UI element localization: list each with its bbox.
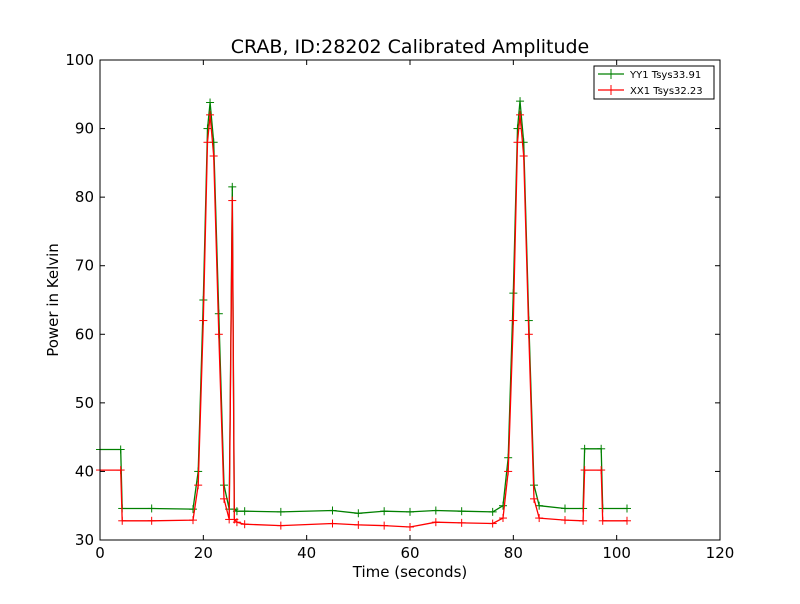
- data-point: [276, 507, 285, 516]
- data-point: [598, 516, 607, 525]
- x-axis-label: Time (seconds): [352, 563, 468, 581]
- data-point: [194, 481, 203, 490]
- data-point: [516, 97, 525, 106]
- data-point: [623, 504, 631, 513]
- data-point: [509, 316, 518, 325]
- series-line: [100, 114, 627, 528]
- data-point: [524, 330, 533, 339]
- data-point: [189, 505, 197, 514]
- data-point: [380, 521, 389, 530]
- x-tick-label: 120: [706, 544, 735, 562]
- data-point: [561, 516, 569, 525]
- data-point: [220, 494, 228, 503]
- data-point: [203, 124, 212, 133]
- data-point: [519, 152, 528, 160]
- data-point: [206, 110, 215, 119]
- x-tick-label: 20: [194, 544, 213, 562]
- data-point: [206, 98, 215, 107]
- data-point: [147, 504, 156, 513]
- data-point: [116, 466, 125, 475]
- data-point: [406, 507, 414, 516]
- data-point: [380, 507, 389, 516]
- y-tick-label: 80: [75, 188, 94, 206]
- data-point: [623, 516, 631, 525]
- data-point: [513, 124, 522, 133]
- series-layer: [96, 97, 631, 531]
- y-tick-label: 90: [75, 120, 94, 138]
- data-point: [228, 182, 237, 191]
- data-point: [530, 494, 538, 503]
- series-1: [96, 110, 631, 531]
- data-point: [276, 521, 285, 530]
- data-point: [228, 196, 237, 205]
- data-point: [240, 507, 249, 516]
- data-point: [240, 520, 249, 529]
- data-point: [457, 507, 466, 516]
- x-tick-label: 0: [95, 544, 105, 562]
- x-tick-label: 40: [297, 544, 316, 562]
- data-point: [504, 467, 513, 476]
- data-point: [406, 522, 414, 531]
- data-point: [431, 506, 440, 515]
- data-point: [354, 509, 363, 518]
- y-axis-label: Power in Kelvin: [44, 243, 62, 357]
- data-point: [203, 138, 212, 147]
- data-point: [580, 466, 589, 475]
- data-point: [214, 330, 223, 339]
- data-point: [580, 444, 589, 453]
- data-point: [513, 138, 522, 147]
- y-tick-label: 40: [75, 462, 94, 480]
- data-point: [561, 504, 569, 513]
- y-tick-label: 50: [75, 394, 94, 412]
- y-tick-label: 100: [65, 51, 94, 69]
- legend-box: [593, 65, 715, 100]
- x-tick-label: 100: [602, 544, 631, 562]
- x-tick-label: 60: [400, 544, 419, 562]
- data-point: [354, 520, 363, 529]
- series-0: [96, 97, 631, 518]
- data-point: [516, 110, 525, 119]
- data-point: [116, 445, 125, 454]
- data-point: [209, 152, 218, 160]
- legend-label-yy1: YY1 Tsys33.91: [629, 70, 701, 81]
- axes-frame: [99, 59, 721, 541]
- data-point: [328, 519, 337, 528]
- data-point: [488, 507, 497, 516]
- data-point: [535, 514, 544, 523]
- series-line: [100, 100, 627, 514]
- data-point: [431, 518, 440, 527]
- ticks-layer: 0 20 40 60 80 100 120 30 40 50 60 70 80 90 100: [65, 51, 734, 562]
- data-point: [118, 516, 127, 525]
- data-point: [328, 506, 337, 515]
- y-tick-label: 60: [75, 325, 94, 343]
- data-point: [579, 516, 588, 525]
- data-point: [189, 516, 197, 525]
- data-point: [488, 519, 497, 528]
- y-tick-label: 70: [75, 257, 94, 275]
- x-tick-label: 80: [504, 544, 523, 562]
- data-point: [457, 518, 466, 527]
- chart-title: CRAB, ID:28202 Calibrated Amplitude: [231, 36, 590, 58]
- data-point: [597, 466, 606, 475]
- data-point: [499, 501, 507, 510]
- data-point: [499, 514, 507, 523]
- data-point: [199, 316, 208, 325]
- data-point: [147, 516, 156, 525]
- y-tick-label: 30: [75, 531, 94, 549]
- data-point: [232, 518, 241, 527]
- legend: YY1 Tsys33.91 XX1 Tsys32.23: [593, 65, 715, 100]
- data-point: [597, 444, 606, 453]
- legend-label-xx1: XX1 Tsys32.23: [630, 86, 703, 97]
